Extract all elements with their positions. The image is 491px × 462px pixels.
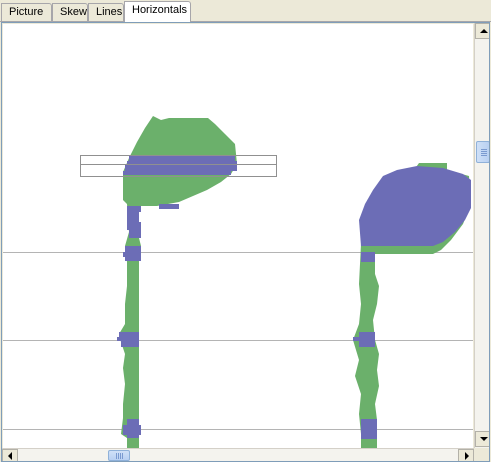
grip-icon: [481, 149, 487, 157]
section-bar: [359, 332, 375, 337]
tab-lines[interactable]: Lines: [88, 3, 124, 21]
triangle-down-icon: [480, 437, 488, 441]
section-bar: [123, 171, 231, 175]
triangle-left-icon: [8, 452, 12, 460]
horizontals-overlay: [3, 116, 473, 452]
glyph-right-head: [359, 166, 471, 246]
section-bar: [127, 206, 141, 212]
glyph-right-stem: [353, 244, 379, 452]
selection-box[interactable]: [80, 155, 277, 177]
scroll-up-button[interactable]: [475, 23, 489, 39]
tab-picture-label: Picture: [9, 6, 44, 18]
score-canvas[interactable]: [3, 24, 473, 452]
tab-lines-label: Lines: [96, 6, 123, 18]
tab-divider: [0, 21, 491, 22]
horizontal-scroll-thumb[interactable]: [108, 450, 130, 461]
section-bar: [159, 204, 179, 209]
section-bar: [353, 337, 375, 341]
glyph-left: [117, 116, 237, 452]
score-view[interactable]: [1, 22, 490, 462]
section-bar: [129, 230, 141, 238]
section-bar: [125, 257, 141, 261]
vertical-scroll-thumb[interactable]: [476, 141, 489, 163]
section-bar: [127, 419, 139, 425]
triangle-right-icon: [465, 452, 469, 460]
section-bar: [361, 419, 377, 429]
section-bar: [123, 252, 141, 257]
vertical-scrollbar[interactable]: [474, 23, 489, 461]
tab-strip: Picture Skew Lines Horizontals: [0, 0, 491, 22]
section-bar: [127, 222, 141, 230]
staff-lines: [3, 252, 473, 430]
tab-skew-label: Skew: [60, 6, 87, 18]
tab-horizontals[interactable]: Horizontals: [124, 1, 191, 22]
section-bar: [129, 156, 235, 161]
section-bar: [119, 332, 139, 337]
grip-icon: [116, 453, 124, 459]
horizontal-scrollbar[interactable]: [2, 448, 474, 461]
glyph-left-stem: [119, 204, 141, 452]
section-bar: [123, 430, 141, 435]
scrollbar-corner: [474, 448, 489, 461]
section-bar: [359, 341, 375, 347]
section-bar: [117, 337, 139, 341]
section-bar: [127, 161, 237, 165]
scroll-left-button[interactable]: [2, 449, 18, 461]
tab-horizontals-label: Horizontals: [132, 4, 188, 16]
section-bar: [125, 165, 237, 171]
tab-picture[interactable]: Picture: [1, 3, 52, 21]
section-bar: [127, 212, 139, 222]
glyph-right: [353, 163, 471, 452]
scroll-right-button[interactable]: [458, 449, 474, 461]
tab-skew[interactable]: Skew: [52, 3, 88, 21]
section-bar: [361, 429, 377, 439]
section-bar: [361, 252, 375, 262]
section-bar: [125, 246, 141, 252]
triangle-up-icon: [480, 29, 488, 33]
selection-rect: [80, 155, 277, 177]
scroll-down-button[interactable]: [475, 431, 489, 447]
section-bar: [121, 341, 139, 347]
section-bar: [123, 425, 141, 430]
section-bar: [127, 435, 139, 438]
